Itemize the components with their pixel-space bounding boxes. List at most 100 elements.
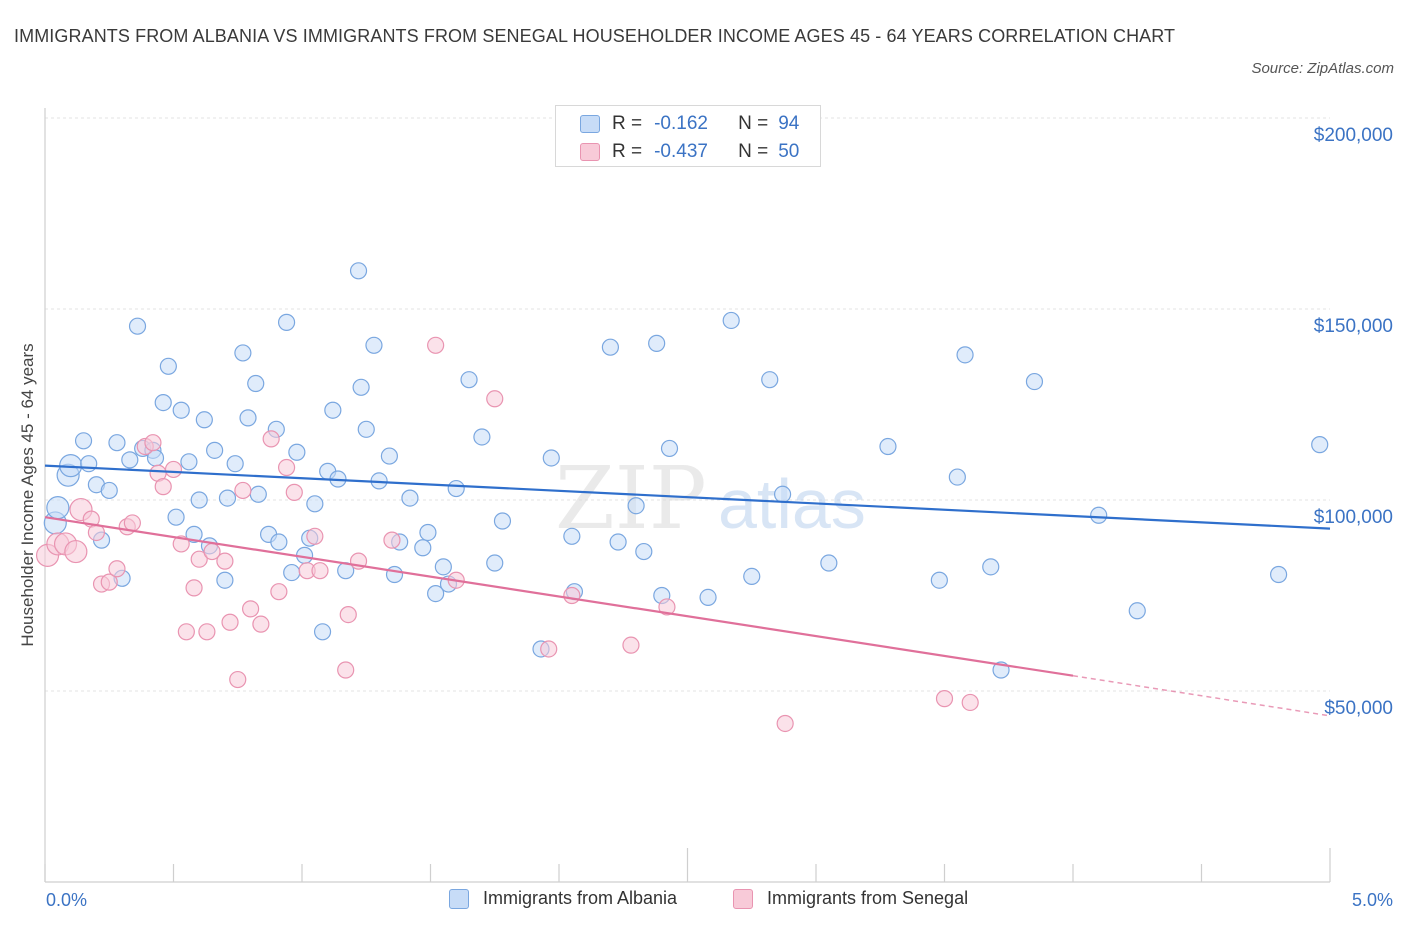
albania-point-23 — [195, 411, 213, 429]
albania-point-38 — [288, 443, 306, 461]
senegal-point-34 — [306, 527, 324, 545]
senegal-point-8 — [100, 573, 118, 591]
senegal-point-28 — [252, 615, 270, 633]
albania-point-57 — [419, 523, 437, 542]
albania-point-81 — [773, 485, 792, 503]
albania-point-79 — [743, 567, 761, 586]
albania-point-72 — [627, 497, 645, 515]
chart-title: IMMIGRANTS FROM ALBANIA VS IMMIGRANTS FR… — [14, 26, 1176, 46]
y-tick-labels: $50,000 $100,000 $150,000 $200,000 — [1314, 125, 1393, 719]
albania-point-21 — [185, 525, 203, 543]
albania-point-42 — [313, 623, 332, 641]
trend-line-albania — [44, 464, 1331, 530]
albania-point-4 — [74, 432, 93, 450]
albania-point-80 — [761, 371, 779, 389]
albania-point-56 — [414, 539, 432, 557]
albania-point-30 — [239, 409, 257, 427]
albania-point-11 — [121, 451, 139, 469]
albania-point-5 — [80, 455, 98, 473]
albania-point-65 — [493, 512, 512, 530]
albania-point-27 — [218, 489, 237, 507]
albania-point-86 — [956, 346, 974, 364]
albania-point-48 — [352, 378, 370, 396]
senegal-point-32 — [285, 483, 303, 501]
x-tick-label-max: 5.0% — [1351, 890, 1393, 910]
senegal-point-21 — [198, 623, 216, 641]
albania-point-22 — [190, 491, 208, 509]
axes — [44, 108, 1331, 883]
legend-swatch-albania — [580, 115, 600, 133]
albania-point-91 — [1128, 602, 1146, 620]
senegal-point-17 — [172, 535, 190, 553]
albania-point-47 — [349, 262, 368, 280]
albania-point-32 — [249, 485, 267, 503]
y-axis-label: Householder Income Ages 45 - 64 years — [18, 343, 37, 647]
legend-item-senegal[interactable]: Immigrants from Senegal — [733, 888, 968, 909]
albania-point-8 — [100, 481, 118, 500]
senegal-point-30 — [270, 583, 288, 601]
albania-point-18 — [167, 508, 185, 526]
source-label: Source: ZipAtlas.com — [1251, 60, 1394, 77]
senegal-point-47 — [776, 714, 794, 733]
albania-point-63 — [473, 428, 491, 446]
legend-n-label-senegal: N = — [738, 141, 769, 162]
x-tick-label-min: 0.0% — [46, 890, 88, 910]
senegal-point-23 — [216, 552, 234, 570]
albania-point-20 — [180, 453, 198, 471]
senegal-point-43 — [540, 640, 558, 658]
legend-label-albania: Immigrants from Albania — [483, 888, 678, 908]
y-tick-label-3: $200,000 — [1314, 125, 1393, 146]
y-tick-label-1: $100,000 — [1314, 507, 1393, 528]
senegal-point-48 — [935, 690, 954, 708]
albania-point-74 — [648, 334, 666, 352]
series-albania-points — [43, 262, 1329, 679]
senegal-point-18 — [177, 623, 195, 641]
senegal-point-24 — [221, 613, 239, 631]
albania-point-29 — [234, 344, 252, 362]
albania-point-90 — [1090, 506, 1108, 524]
albania-point-67 — [542, 449, 560, 467]
albania-point-52 — [380, 447, 398, 465]
legend-item-albania[interactable]: Immigrants from Albania — [449, 888, 677, 909]
albania-point-93 — [1311, 436, 1329, 454]
senegal-point-37 — [339, 605, 357, 624]
albania-point-50 — [365, 336, 383, 354]
trend-lines — [44, 464, 1331, 717]
senegal-point-45 — [622, 636, 640, 654]
albania-point-78 — [722, 311, 740, 330]
trend-line-senegal-dashed — [1072, 674, 1331, 717]
legend-row-senegal: R = -0.437 N = 50 — [580, 138, 799, 166]
senegal-point-9 — [108, 560, 126, 578]
albania-point-31 — [247, 374, 265, 393]
y-tick-label-2: $150,000 — [1314, 316, 1393, 337]
albania-point-44 — [324, 401, 342, 419]
series-legend: Immigrants from Albania Immigrants from … — [0, 888, 1406, 918]
senegal-point-13 — [144, 434, 162, 452]
legend-r-label-senegal: R = — [612, 141, 643, 162]
albania-point-70 — [601, 338, 620, 356]
albania-point-35 — [270, 533, 288, 551]
senegal-point-3 — [64, 539, 88, 564]
albania-point-92 — [1269, 565, 1288, 584]
albania-point-9 — [108, 434, 126, 452]
albania-point-62 — [460, 371, 478, 389]
albania-point-28 — [226, 455, 244, 473]
legend-swatch-senegal-bottom — [733, 888, 753, 909]
senegal-point-20 — [190, 550, 208, 568]
legend-row-albania: R = -0.162 N = 94 — [580, 110, 799, 138]
series-senegal-points — [35, 336, 979, 733]
albania-point-53 — [385, 565, 404, 584]
legend-n-value-albania: 94 — [778, 113, 800, 134]
senegal-point-39 — [383, 531, 401, 549]
legend-r-value-senegal: -0.437 — [654, 141, 708, 162]
albania-point-1 — [46, 496, 70, 520]
legend-label-senegal: Immigrants from Senegal — [767, 888, 969, 908]
albania-point-83 — [879, 437, 897, 456]
albania-point-26 — [216, 571, 234, 589]
senegal-point-46 — [658, 598, 676, 616]
senegal-point-40 — [427, 336, 445, 354]
albania-point-49 — [357, 420, 375, 438]
albania-point-89 — [1025, 372, 1044, 391]
albania-point-68 — [563, 527, 581, 545]
legend-r-value-albania: -0.162 — [654, 113, 708, 134]
